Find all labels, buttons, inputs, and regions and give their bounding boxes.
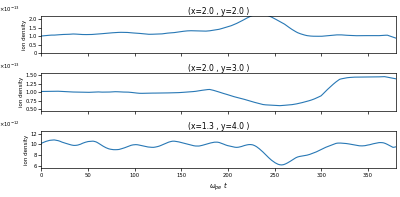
Title: (x=1.3 , y=4.0 ): (x=1.3 , y=4.0 ): [188, 122, 249, 131]
Text: $\times10^{-13}$: $\times10^{-13}$: [0, 62, 20, 72]
Title: (x=2.0 , y=3.0 ): (x=2.0 , y=3.0 ): [188, 64, 249, 73]
Y-axis label: ion density: ion density: [22, 19, 28, 50]
Text: $\times10^{-13}$: $\times10^{-13}$: [0, 5, 20, 14]
Text: $\times10^{-12}$: $\times10^{-12}$: [0, 120, 19, 129]
Title: (x=2.0 , y=2.0 ): (x=2.0 , y=2.0 ): [188, 7, 249, 16]
Y-axis label: ion density: ion density: [19, 77, 24, 107]
Y-axis label: ion density: ion density: [24, 135, 29, 165]
X-axis label: $\omega_{pe}\ t$: $\omega_{pe}\ t$: [209, 180, 228, 193]
